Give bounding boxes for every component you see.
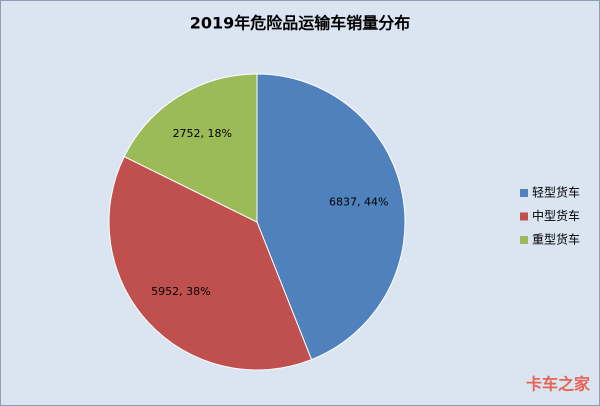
pie-slice [256,73,406,361]
watermark: 卡车之家 [526,375,591,394]
data-label: 2752, 18% [173,127,232,140]
legend-swatch [520,212,528,221]
legend-swatch [520,189,528,197]
data-label: 5952, 38% [151,285,210,298]
legend-label: 轻型货车 [532,185,580,200]
pie-slice [123,73,258,223]
data-label: 6837, 44% [329,196,388,209]
pie-slice [108,155,313,371]
legend-swatch [520,236,528,244]
chart-title: 2019年危险品运输车销量分布 [190,14,411,33]
legend-label: 中型货车 [532,208,580,223]
legend-label: 重型货车 [532,232,580,247]
